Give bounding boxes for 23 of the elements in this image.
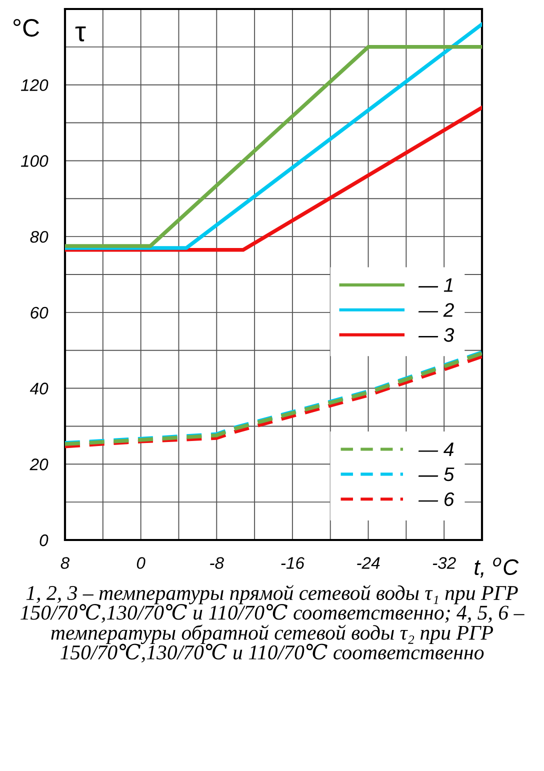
annotation: τ: [75, 26, 86, 42]
y-tick-label: 60: [30, 306, 48, 319]
y-tick-label: 120: [20, 79, 48, 92]
y-tick-label: 0: [40, 534, 48, 546]
text: 1, 2, 3 – температуры прямой сетевой воды τ₁ при РГР 150/70℃,130/70℃ и 110/70℃ соответственно; 4, 5, 6 – температуры обратной сетевой воды τ₂ при РГР 150/70℃,130/70℃ и 110/70℃ соответственно: [20, 585, 524, 662]
x-tick-label: -16: [281, 557, 304, 569]
x-tick-label: -24: [357, 557, 380, 569]
y-axis-title: °C: [13, 19, 40, 37]
legend-label: — 4: [418, 442, 454, 456]
legend-label: — 1: [418, 278, 453, 292]
x-tick-label: 8: [60, 557, 70, 569]
legend-label: — 6: [418, 492, 454, 506]
y-tick-label: 80: [30, 230, 48, 243]
y-tick-label: 100: [20, 155, 48, 167]
y-tick-label: 20: [30, 458, 48, 470]
x-axis-title: t, $^{o}$C: [474, 558, 519, 578]
legend-label: — 5: [418, 468, 454, 482]
legend-label: — 3: [418, 328, 454, 342]
x-tick-label: -32: [432, 557, 456, 569]
x-tick-label: 0: [136, 557, 146, 569]
legend-label: — 2: [418, 303, 454, 317]
x-tick-label: -8: [210, 557, 224, 569]
y-tick-label: 40: [30, 382, 48, 394]
